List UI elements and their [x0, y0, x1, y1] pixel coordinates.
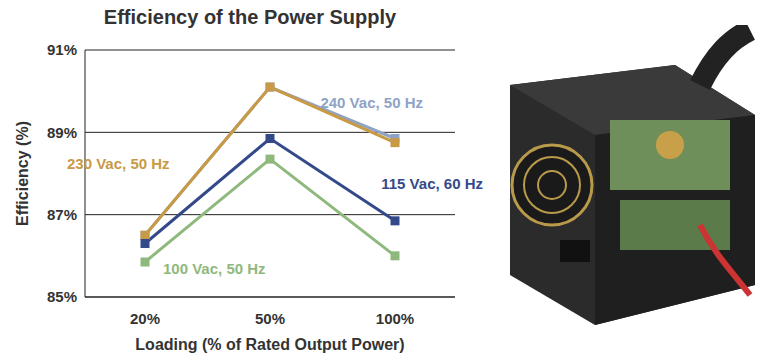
svg-text:100 Vac, 50 Hz: 100 Vac, 50 Hz [163, 260, 266, 277]
html-text:Efficiency of the Power Supply: Efficiency of the Power Supply [103, 6, 397, 28]
svg-text:89%: 89% [47, 124, 77, 141]
svg-text:230 Vac, 50 Hz: 230 Vac, 50 Hz [67, 155, 170, 172]
svg-text:87%: 87% [47, 206, 77, 223]
svg-text:240 Vac, 50 Hz: 240 Vac, 50 Hz [320, 94, 423, 111]
svg-text:Loading (% of Rated Output Pow: Loading (% of Rated Output Power) [135, 336, 404, 353]
svg-text:91%: 91% [47, 41, 77, 58]
svg-text:115 Vac, 60 Hz: 115 Vac, 60 Hz [381, 175, 483, 192]
svg-text:85%: 85% [47, 288, 77, 305]
svg-text:100%: 100% [376, 310, 414, 327]
svg-text:50%: 50% [255, 310, 285, 327]
svg-text:Efficiency (%): Efficiency (%) [14, 121, 31, 226]
svg-text:20%: 20% [130, 310, 160, 327]
